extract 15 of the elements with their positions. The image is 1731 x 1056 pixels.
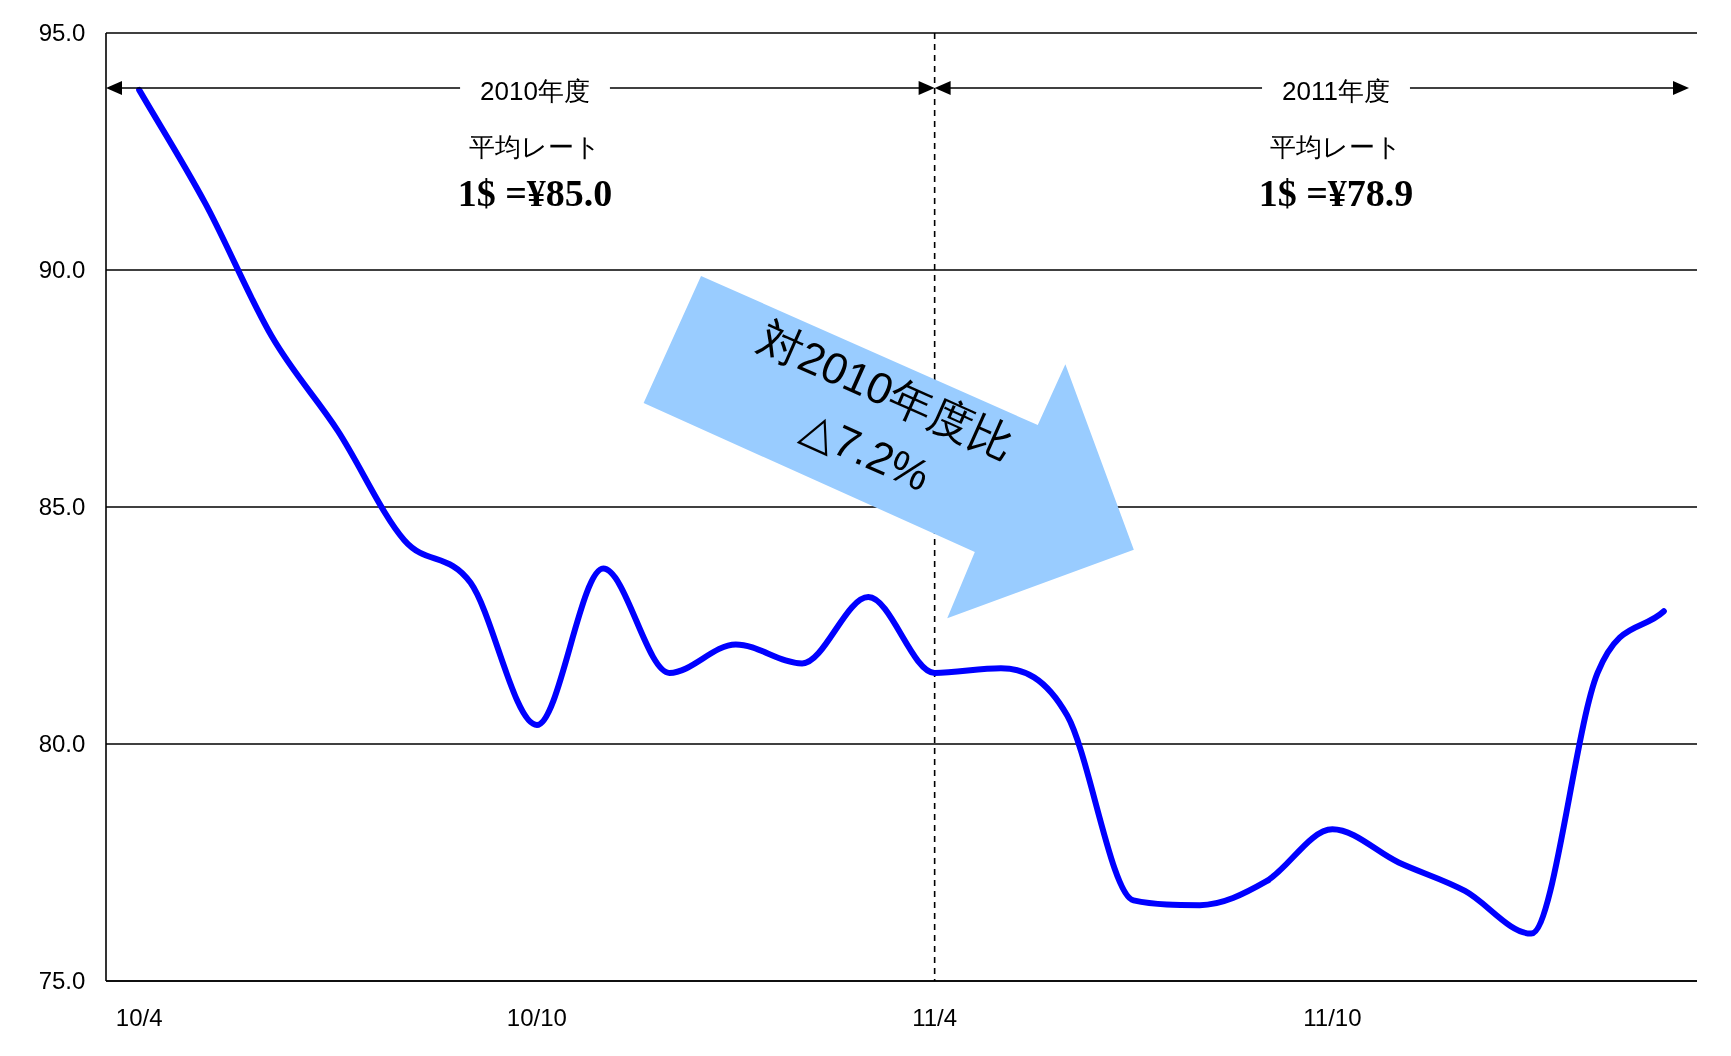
x-tick-label: 10/10 [506,1004,567,1031]
annotation: 2010年度 [480,76,590,106]
x-tick-label: 10/4 [115,1004,163,1031]
y-tick-label: 90.0 [38,256,86,283]
x-tick-label: 11/10 [1303,1004,1362,1031]
y-tick-label: 75.0 [38,967,86,994]
annotation: 2011年度 [1282,76,1390,106]
annotation: 平均レート [469,132,601,162]
annotation: 平均レート [1270,132,1402,162]
annotation: 1$ =¥85.0 [457,172,613,214]
x-tick-label: 11/4 [912,1004,958,1031]
annotation: 1$ =¥78.9 [1258,172,1414,214]
y-tick-label: 80.0 [38,730,86,757]
y-tick-label: 85.0 [38,493,86,520]
y-tick-label: 95.0 [38,19,86,46]
